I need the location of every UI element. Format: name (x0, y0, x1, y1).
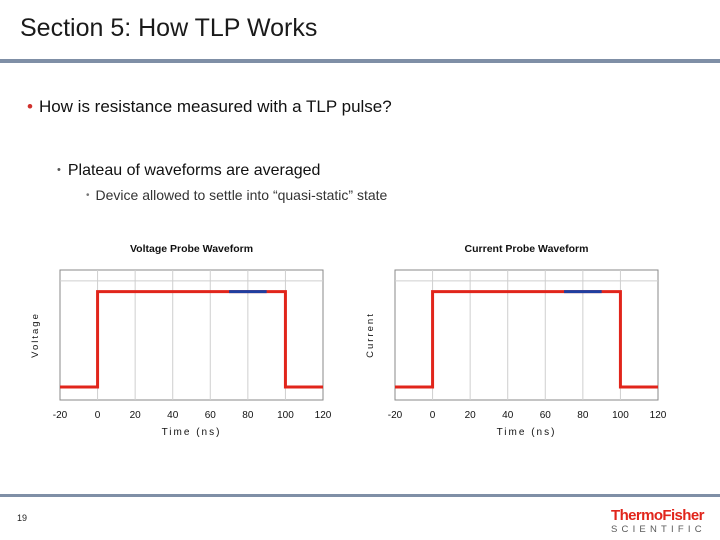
x-tick-label: 20 (130, 410, 142, 421)
x-tick-label: 0 (430, 410, 436, 421)
x-tick-label: 20 (465, 410, 477, 421)
x-tick-label: 80 (242, 410, 254, 421)
page-number: 19 (17, 513, 28, 523)
bullet-level3-text: Device allowed to settle into “quasi-sta… (95, 187, 388, 203)
x-tick-label: -20 (388, 410, 403, 421)
x-tick-label: 40 (502, 410, 514, 421)
chart-title: Voltage Probe Waveform (130, 243, 253, 255)
x-tick-label: -20 (53, 410, 68, 421)
bullet-level2: • Plateau of waveforms are averaged (57, 162, 320, 180)
x-tick-label: 60 (205, 410, 217, 421)
x-tick-label: 120 (315, 410, 332, 421)
footer-divider (0, 494, 720, 497)
chart-title: Current Probe Waveform (465, 243, 589, 255)
current-probe-chart: -20 0 20 40 60 80 100 120 Current Probe Waveform… (355, 230, 700, 440)
waveform-line (395, 290, 658, 389)
x-tick-label: 60 (540, 410, 552, 421)
x-tick-label: 80 (577, 410, 589, 421)
bullet-level3: • Device allowed to settle into “quasi-st… (86, 187, 387, 203)
x-tick-label: 120 (650, 410, 667, 421)
logo-line1: ThermoFisher (611, 507, 704, 524)
x-axis-label: Time (ns) (162, 427, 222, 438)
x-tick-label: 100 (277, 410, 294, 421)
x-tick-label: 0 (95, 410, 101, 421)
bullet-marker: • (27, 97, 33, 116)
y-axis-label: Voltage (30, 312, 41, 358)
bullet-marker: • (57, 164, 61, 176)
x-axis-label: Time (ns) (497, 427, 557, 438)
thermo-fisher-logo: ThermoFisher SCIENTIFIC (611, 507, 711, 536)
x-tick-label: 40 (167, 410, 179, 421)
plot-frame (394, 269, 659, 401)
bullet-level1-text: How is resistance measured with a TLP pu… (38, 97, 392, 116)
bullet-marker: • (86, 190, 90, 201)
bullet-level2-text: Plateau of waveforms are averaged (67, 162, 321, 179)
chart-svg: -20 0 20 40 60 80 100 120 Voltage Probe Waveform… (30, 243, 332, 438)
plot-frame (59, 269, 324, 401)
x-tick-label: 100 (612, 410, 629, 421)
y-axis-label: Current (365, 312, 376, 358)
logo-line2: SCIENTIFIC (611, 524, 706, 535)
waveform-line (60, 290, 323, 389)
title-divider (0, 59, 720, 63)
bullet-level1: • How is resistance measured with a TLP p… (27, 97, 392, 117)
voltage-probe-chart: -20 0 20 40 60 80 100 120 Voltage Probe Waveform… (20, 230, 365, 440)
slide-title: Section 5: How TLP Works (20, 14, 318, 42)
chart-svg: -20 0 20 40 60 80 100 120 Current Probe Waveform… (365, 243, 667, 438)
